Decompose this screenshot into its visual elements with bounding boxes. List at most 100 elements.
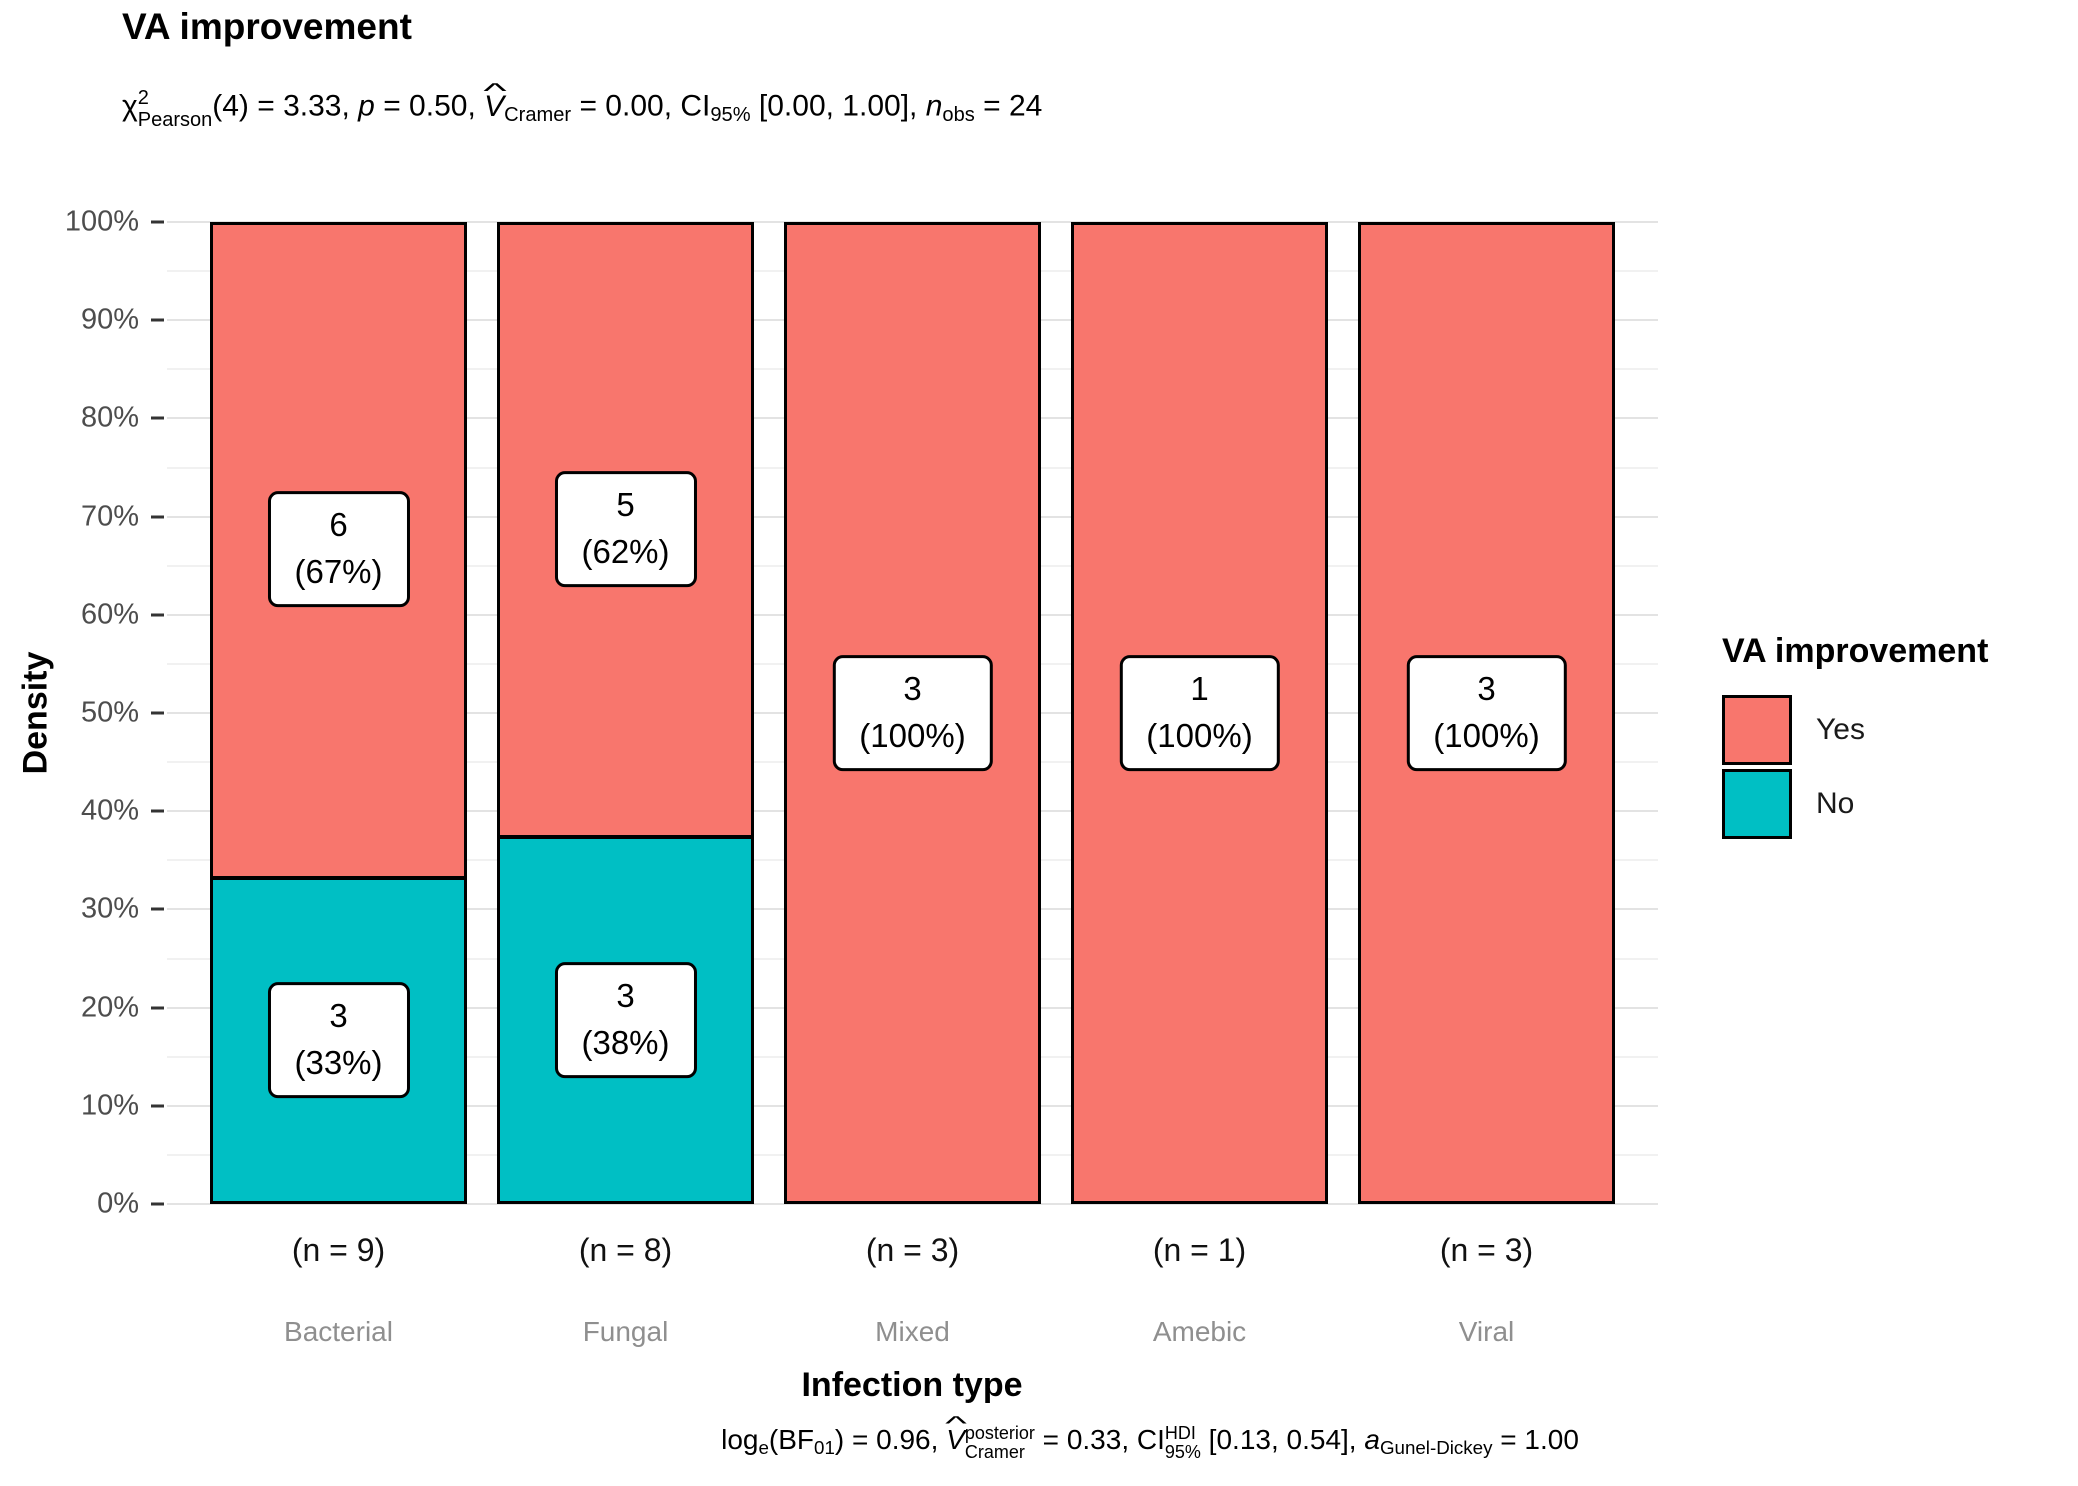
- y-tick-label: 40%: [80, 794, 139, 827]
- bar-percent: (100%): [1146, 717, 1253, 754]
- y-tick-mark: [151, 318, 164, 322]
- x-category-label: Viral: [1458, 1316, 1515, 1347]
- plot-panel: 6 (67%) 3 (33%) 5 (62%) 3 (38%) 3 (100%) 1 (100%) 3 (…: [167, 221, 1658, 1205]
- log-symbol: log: [721, 1423, 759, 1455]
- y-tick-label: 20%: [80, 991, 139, 1024]
- subtitle-text: = 0.50,: [374, 89, 485, 123]
- bar-percent: (62%): [581, 532, 670, 570]
- x-n-label: (n = 9): [291, 1232, 386, 1268]
- bar-bacterial: [210, 222, 467, 1204]
- hat-accent: ^: [482, 78, 507, 104]
- x-category-label: Bacterial: [284, 1316, 393, 1347]
- bar-count: 1: [1190, 670, 1209, 708]
- legend-item-label: No: [1816, 787, 1855, 820]
- bar-value-label: 3 (100%): [832, 655, 993, 771]
- caption-text: ) = 0.96,: [834, 1423, 947, 1455]
- y-tick-label: 70%: [80, 500, 139, 533]
- bar-value-label: 6 (67%): [267, 491, 410, 608]
- x-n-label: (n = 1): [1152, 1232, 1247, 1268]
- bar-count: 5: [616, 486, 635, 524]
- x-category-label: Amebic: [1152, 1316, 1247, 1347]
- subtitle-text: = 24: [974, 89, 1043, 123]
- bar-percent: (38%): [581, 1023, 670, 1061]
- ci-subscript: 95%: [1164, 1442, 1201, 1463]
- chi-sup-sub: 2 Pearson: [137, 87, 213, 131]
- legend-swatch-no: [1722, 769, 1792, 839]
- caption-text: = 1.00: [1492, 1423, 1579, 1455]
- v-hat: ^ V: [483, 78, 506, 124]
- chi-superscript: 2: [137, 87, 149, 109]
- y-axis: 0% 10% 20% 30% 40% 50% 60% 70% 80% 90% 100%: [0, 206, 167, 1220]
- v-sup-sub: posterior Cramer: [964, 1423, 1035, 1463]
- bar-value-label: 1 (100%): [1119, 655, 1280, 771]
- y-tick-mark: [151, 1104, 164, 1108]
- chart-subtitle: χ 2 Pearson (4) = 3.33, p = 0.50, ^ VCramer …: [122, 78, 1043, 131]
- y-tick-mark: [151, 809, 164, 813]
- y-tick-mark: [151, 1202, 164, 1206]
- n-symbol: n: [925, 89, 943, 123]
- subtitle-text: = 0.00, CI: [571, 89, 711, 123]
- caption-text: = 0.33, CI: [1034, 1423, 1165, 1455]
- chart-title: VA improvement: [122, 6, 412, 47]
- bar-percent: (67%): [294, 553, 383, 591]
- x-category-label: Fungal: [582, 1316, 669, 1347]
- bar-value-label: 3 (33%): [267, 982, 410, 1099]
- legend-item-no: No: [1722, 769, 1988, 839]
- y-tick-label: 90%: [80, 303, 139, 336]
- v-subscript: Cramer: [964, 1442, 1025, 1463]
- x-category-label: Mixed: [875, 1316, 950, 1347]
- y-tick-mark: [151, 515, 164, 519]
- caption-text: [0.13, 0.54],: [1200, 1423, 1365, 1455]
- a-symbol: a: [1364, 1423, 1380, 1455]
- y-tick-mark: [151, 416, 164, 420]
- bar-count: 6: [329, 506, 348, 544]
- bar-value-label: 3 (100%): [1406, 655, 1567, 771]
- y-tick-label: 80%: [80, 401, 139, 434]
- y-tick-mark: [151, 907, 164, 911]
- legend-items: Yes No: [1722, 695, 1988, 839]
- y-tick-label: 0%: [97, 1187, 139, 1220]
- bar-count: 3: [616, 977, 635, 1015]
- y-tick-mark: [151, 1006, 164, 1010]
- ci-subscript: 95%: [710, 104, 751, 127]
- v-subscript: Cramer: [504, 104, 572, 127]
- n-subscript: obs: [942, 104, 975, 127]
- y-tick-label: 50%: [80, 696, 139, 729]
- y-tick-label: 100%: [64, 205, 139, 238]
- caption-text: (BF: [768, 1423, 815, 1455]
- x-axis: (n = 9) Bacterial (n = 8) Fungal (n = 3) Mixe…: [167, 1204, 1658, 1404]
- x-n-label: (n = 3): [1439, 1232, 1534, 1268]
- bar-value-label: 5 (62%): [554, 471, 697, 587]
- bar-count: 3: [903, 670, 922, 708]
- bar-count: 3: [1477, 670, 1496, 708]
- legend-title: VA improvement: [1722, 632, 1989, 670]
- subtitle-text: (4) = 3.33,: [212, 89, 359, 123]
- p-symbol: p: [358, 89, 375, 123]
- legend-item-yes: Yes: [1722, 695, 1988, 765]
- bar-value-label: 3 (38%): [554, 962, 697, 1078]
- x-n-label: (n = 8): [578, 1232, 673, 1268]
- a-subscript: Gunel-Dickey: [1379, 1437, 1493, 1459]
- y-tick-label: 30%: [80, 892, 139, 925]
- v-symbol: V: [946, 1423, 965, 1455]
- bar-count: 3: [329, 997, 348, 1035]
- y-tick-mark: [151, 613, 164, 617]
- y-tick-mark: [151, 711, 164, 715]
- v-superscript: posterior: [964, 1423, 1035, 1443]
- legend-swatch-yes: [1722, 695, 1792, 765]
- y-tick-label: 10%: [80, 1089, 139, 1122]
- legend-item-label: Yes: [1816, 713, 1865, 746]
- subtitle-text: [0.00, 1.00],: [750, 89, 926, 123]
- x-axis-title: Infection type: [801, 1366, 1023, 1404]
- y-tick-mark: [151, 220, 164, 224]
- log-subscript: e: [758, 1437, 769, 1459]
- chi-symbol: χ: [122, 89, 138, 123]
- bar-percent: (100%): [859, 717, 966, 754]
- gridline: [167, 1203, 1658, 1205]
- bar-percent: (100%): [1433, 717, 1540, 754]
- y-tick-label: 60%: [80, 598, 139, 631]
- bar-percent: (33%): [294, 1044, 383, 1082]
- x-n-label: (n = 3): [865, 1232, 960, 1268]
